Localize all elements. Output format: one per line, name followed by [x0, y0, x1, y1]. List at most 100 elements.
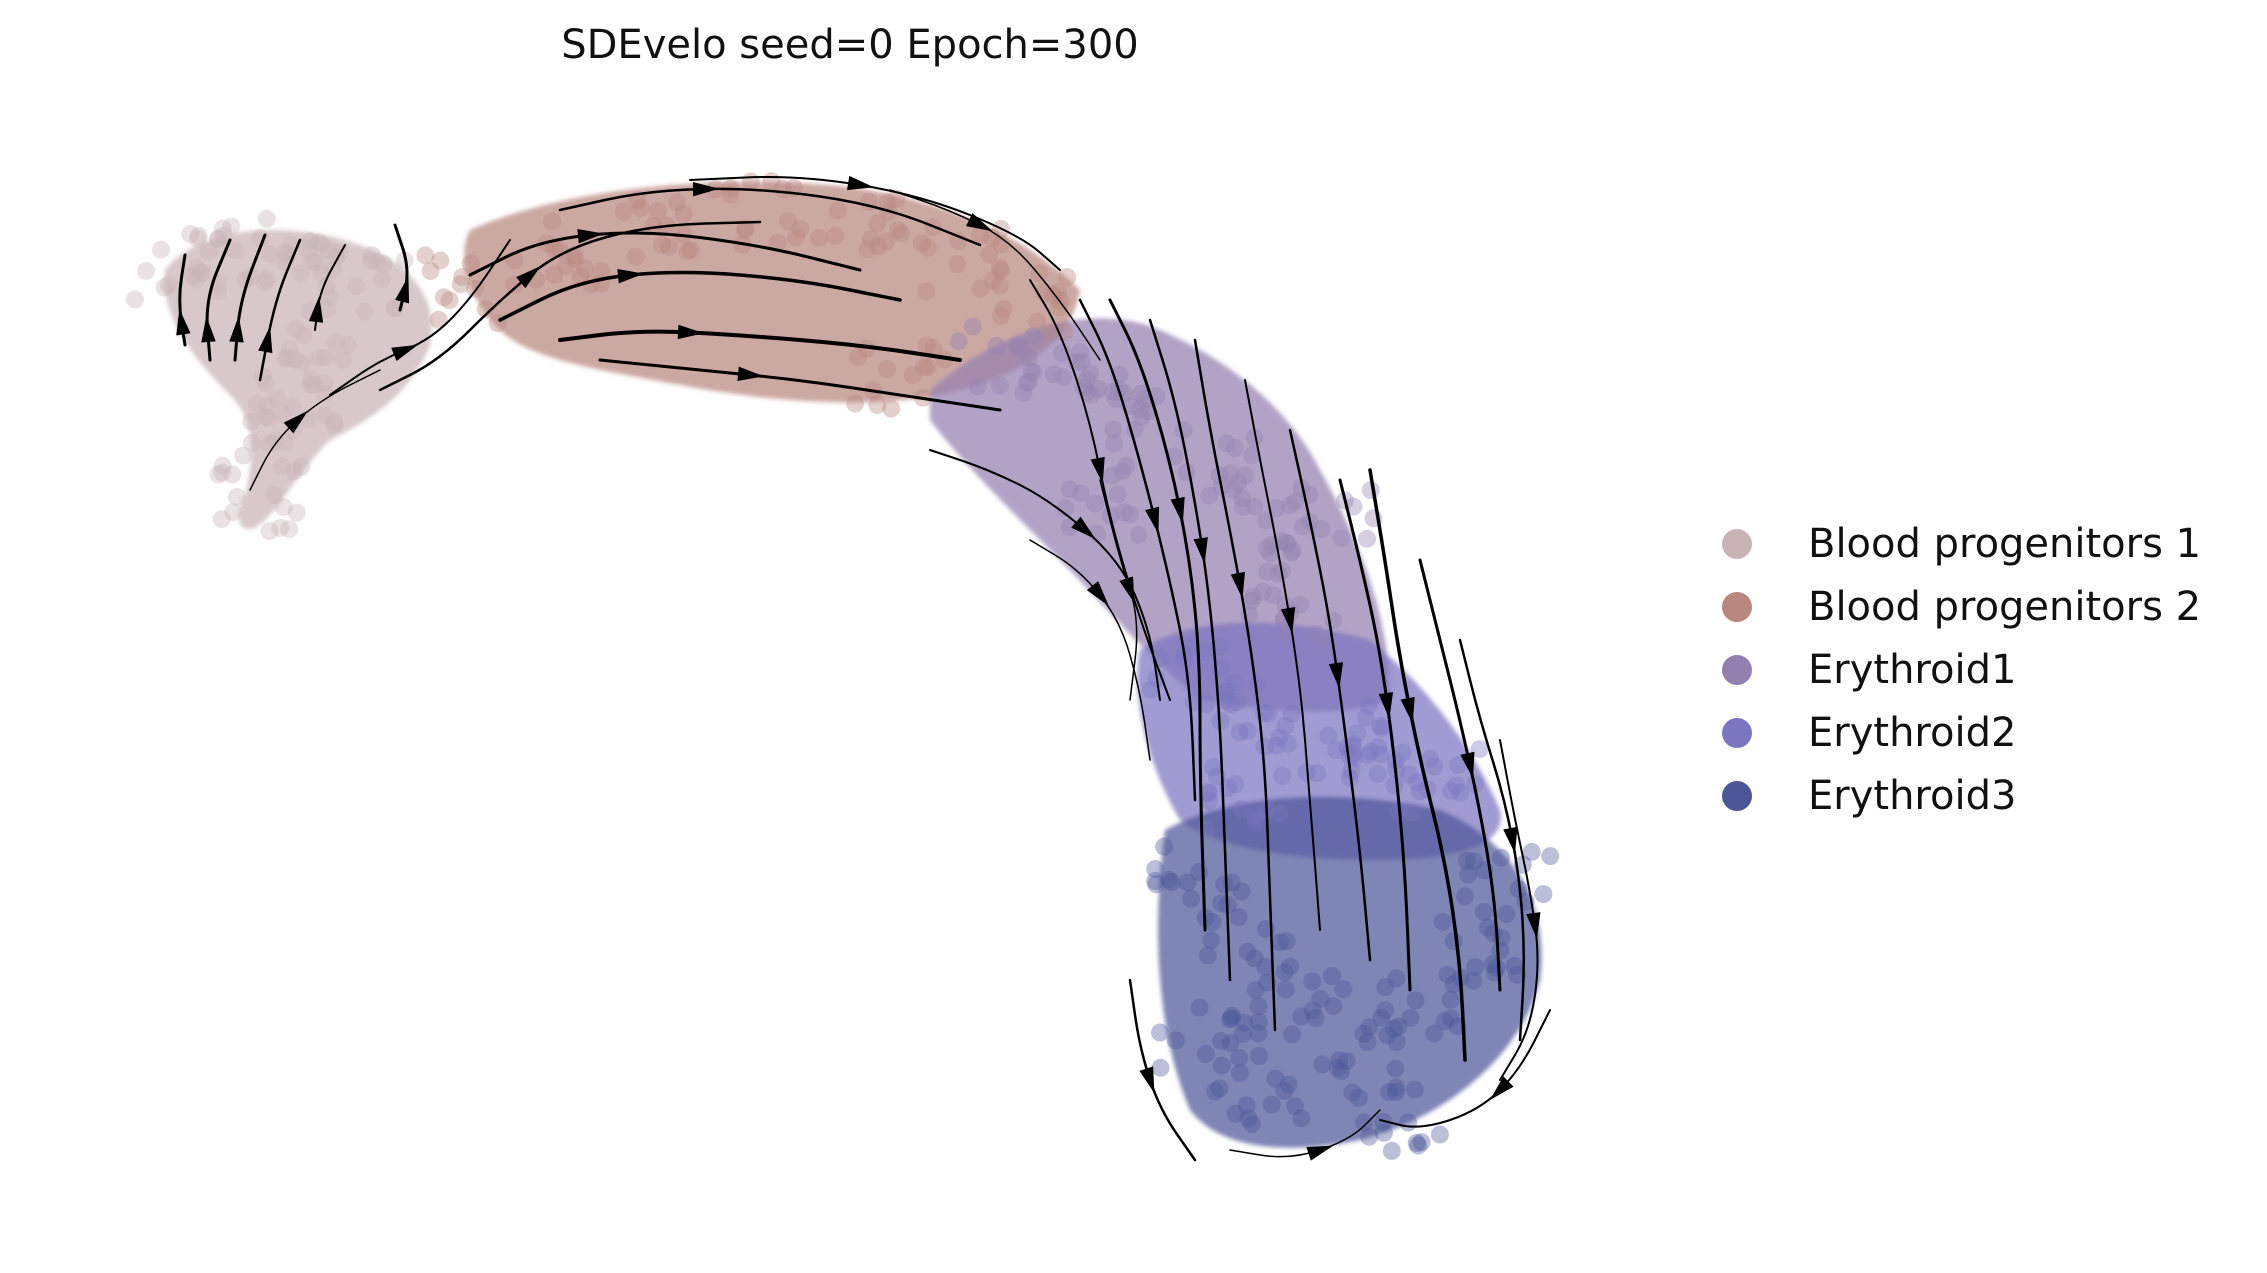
cell-dot — [304, 375, 323, 394]
streamline — [889, 189, 1101, 361]
cell-dot — [1129, 525, 1148, 544]
cell-dot — [849, 348, 867, 367]
cluster-region — [930, 318, 1390, 712]
cell-dot — [227, 487, 246, 506]
cell-dot — [1253, 582, 1272, 601]
cell-dot — [1311, 989, 1330, 1008]
cell-dot — [1444, 932, 1463, 951]
cell-dot — [1475, 903, 1493, 921]
cell-dot — [1359, 745, 1378, 764]
cell-dot — [1293, 517, 1312, 536]
cell-dot — [1243, 587, 1262, 606]
cell-dot — [1327, 741, 1346, 760]
cell-dot — [372, 270, 391, 289]
cell-dot — [1246, 981, 1265, 1000]
cell-dot — [1361, 742, 1380, 761]
cell-dot — [614, 202, 633, 221]
cell-dot — [1198, 946, 1217, 965]
cell-dot — [1086, 494, 1105, 513]
cell-dot — [315, 373, 334, 392]
cell-dot — [1271, 933, 1290, 952]
cell-dot — [1393, 743, 1412, 762]
cell-dot — [271, 518, 290, 537]
cell-dot — [1332, 528, 1351, 547]
cell-dot — [1425, 1024, 1444, 1043]
cell-dot — [1508, 965, 1527, 984]
cell-dot — [212, 510, 231, 529]
cell-dot — [1258, 973, 1277, 992]
stream-arrowhead — [391, 344, 418, 362]
cell-dot — [1275, 963, 1294, 982]
cell-dot — [1277, 932, 1296, 951]
cell-dot — [779, 212, 798, 231]
cell-dot — [187, 258, 206, 277]
cell-dot — [1340, 747, 1359, 765]
cell-dot — [1229, 473, 1248, 492]
cell-dot — [963, 317, 982, 336]
stream-arrowhead — [1230, 571, 1245, 599]
streamline — [1148, 318, 1232, 982]
stream-arrowhead — [1139, 1066, 1155, 1094]
cell-dot — [1142, 680, 1160, 699]
cell-dot — [1089, 380, 1108, 398]
cell-dot — [649, 202, 667, 221]
cell-dot — [948, 255, 967, 274]
cell-dot — [259, 409, 278, 428]
cell-dot — [1225, 439, 1244, 457]
cell-dot — [320, 288, 339, 307]
cell-dot — [1264, 586, 1283, 605]
cell-dot — [1195, 643, 1214, 662]
cell-dot — [256, 273, 274, 292]
cell-dot — [1279, 734, 1297, 753]
cell-dot — [303, 252, 322, 271]
legend-label: Erythroid3 — [1808, 772, 2017, 819]
cell-dot — [1360, 1018, 1379, 1037]
cell-dot — [1291, 595, 1310, 614]
cell-dot — [1306, 1009, 1325, 1028]
cell-dot — [992, 235, 1011, 254]
cell-dot — [1017, 374, 1036, 392]
cell-dot — [1074, 378, 1093, 397]
cell-dot — [984, 271, 1002, 290]
cell-dot — [1113, 462, 1132, 481]
cell-dot — [1028, 312, 1047, 331]
cell-dot — [1217, 434, 1236, 453]
cell-dot — [213, 463, 232, 482]
cell-dot — [242, 412, 261, 431]
cell-dot — [992, 261, 1010, 280]
cell-dot — [1200, 486, 1219, 505]
cell-dot — [189, 226, 208, 245]
cell-dot — [1438, 965, 1457, 984]
cell-dot — [888, 221, 907, 240]
cell-dot — [1197, 694, 1216, 713]
cell-dot — [1081, 364, 1100, 383]
cell-dot — [367, 252, 386, 271]
cell-dot — [1233, 498, 1252, 516]
cell-dot — [280, 339, 299, 358]
legend-swatch — [1722, 528, 1752, 559]
cell-dot — [260, 435, 279, 453]
cell-dot — [971, 279, 990, 298]
cell-dot — [1487, 958, 1506, 977]
cell-dot — [1372, 719, 1391, 738]
cell-dot — [1221, 1010, 1239, 1029]
cell-dot — [258, 396, 277, 415]
cell-dot — [1242, 591, 1261, 610]
cell-dot — [1449, 755, 1468, 774]
cell-dot — [1056, 499, 1075, 518]
cluster-region — [1158, 796, 1542, 1148]
cell-dot — [1401, 1008, 1420, 1027]
cell-dot — [209, 229, 228, 248]
cell-dot — [451, 275, 470, 294]
cell-dot — [1237, 1096, 1256, 1115]
cell-dot — [280, 520, 299, 539]
cell-dot — [315, 406, 334, 425]
streamline — [689, 176, 1061, 271]
cell-dot — [385, 298, 404, 317]
cell-dot — [1058, 268, 1077, 286]
cell-dot — [1246, 806, 1265, 825]
cell-dot — [1372, 1008, 1391, 1027]
cell-dot — [1060, 518, 1079, 537]
legend-swatch — [1722, 780, 1752, 811]
cell-dot — [1522, 842, 1541, 861]
